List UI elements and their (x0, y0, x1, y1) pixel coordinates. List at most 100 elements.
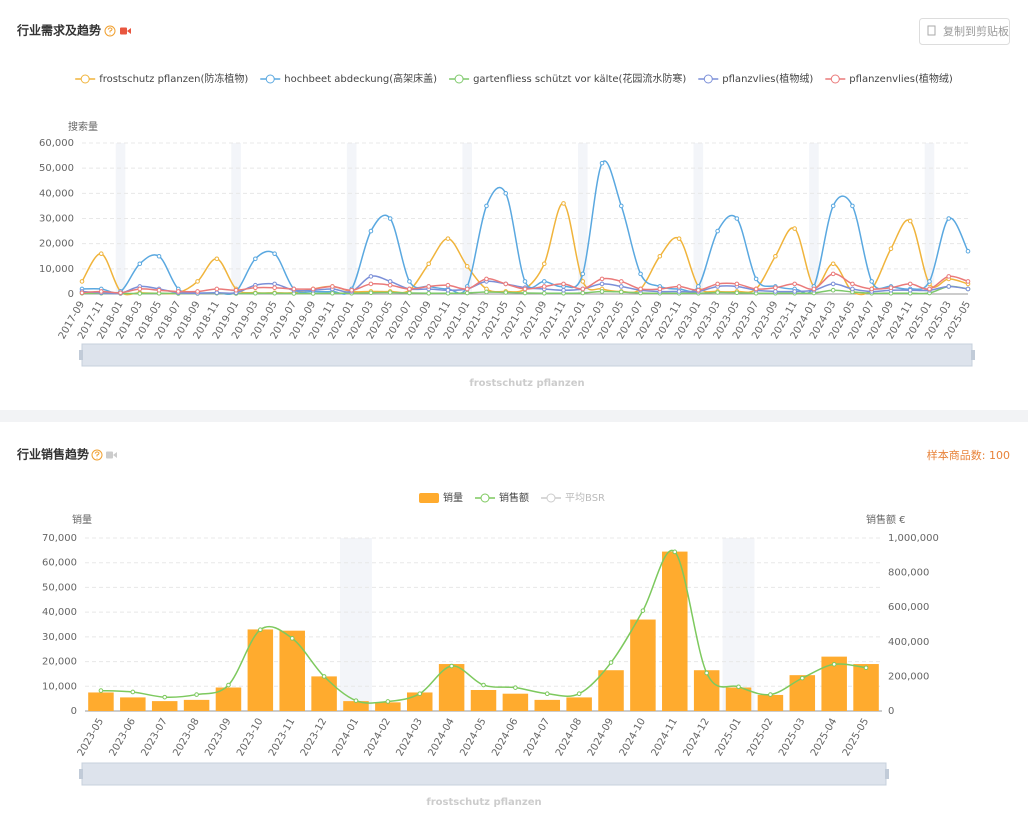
data-point (289, 636, 295, 641)
zoom-label: frostschutz pflanzen (426, 797, 541, 808)
data-point (580, 279, 586, 284)
legend-label: pflanzenvlies(植物绒) (849, 72, 953, 85)
data-point (484, 203, 489, 209)
y-tick-label: 20,000 (42, 657, 77, 668)
data-point (387, 282, 393, 288)
data-point (407, 279, 412, 284)
data-point (965, 286, 971, 292)
sample-count: 样本商品数: 100 (927, 448, 1010, 462)
data-point (599, 289, 605, 294)
data-point (194, 692, 199, 697)
data-point (734, 216, 740, 221)
data-point (445, 236, 451, 241)
data-point (830, 271, 836, 277)
y-tick-label: 60,000 (39, 138, 74, 149)
data-point (561, 281, 566, 287)
zoom-handle[interactable] (79, 350, 83, 360)
bar (566, 697, 592, 711)
legend: frostschutz pflanzen(防冻植物) hochbeet abdec… (75, 72, 953, 85)
video-icon[interactable] (106, 451, 117, 459)
y-tick-label: 30,000 (42, 632, 77, 643)
data-point (522, 290, 528, 296)
data-point (676, 284, 682, 289)
bar (662, 551, 688, 711)
data-point (619, 289, 624, 295)
data-point (445, 282, 451, 288)
data-point (449, 663, 454, 669)
data-point (195, 279, 200, 284)
legend-label: 销售额 (499, 491, 529, 504)
data-point (657, 286, 663, 292)
data-point (162, 694, 167, 700)
data-point (156, 287, 162, 293)
data-point (927, 279, 932, 284)
data-point (176, 289, 181, 294)
zoom-handle[interactable] (79, 769, 83, 779)
y-tick-label: 50,000 (39, 163, 74, 174)
bar (88, 692, 114, 711)
data-point (79, 290, 85, 296)
help-icon[interactable] (91, 449, 103, 461)
zoom-slider (81, 762, 887, 786)
data-point (233, 287, 239, 293)
data-point (907, 218, 913, 224)
bar (502, 693, 529, 711)
data-point (310, 286, 316, 292)
bar (789, 675, 816, 711)
year-band (722, 538, 755, 711)
copy-button[interactable] (919, 18, 1010, 45)
data-point (368, 228, 374, 234)
data-point (753, 276, 759, 282)
bar (151, 701, 178, 711)
data-point (503, 191, 509, 196)
legend-label: hochbeet abdeckung(高架床盖) (284, 72, 437, 85)
data-point (672, 549, 678, 555)
data-point (137, 261, 143, 267)
data-point (580, 271, 586, 277)
data-point (830, 203, 836, 209)
bar (343, 701, 369, 711)
data-point (704, 670, 709, 676)
zoom-label: frostschutz pflanzen (469, 378, 584, 389)
data-point (830, 281, 836, 287)
data-point (638, 286, 643, 292)
legend-swatch (546, 493, 556, 503)
data-point (387, 216, 393, 221)
y-tick-label: 800,000 (888, 568, 929, 579)
bar (470, 689, 497, 711)
data-point (214, 290, 220, 296)
data-point (98, 251, 104, 257)
help-icon[interactable] (104, 25, 116, 37)
data-point (965, 279, 971, 284)
legend-swatch (454, 74, 464, 84)
data-point (272, 290, 277, 296)
y-tick-label: 70,000 (42, 533, 77, 544)
zoom-handle[interactable] (885, 769, 889, 779)
copy-button-label[interactable]: 复制到剪贴板 (943, 24, 1009, 38)
video-icon[interactable] (120, 27, 131, 35)
data-point (850, 286, 855, 292)
zoom-handle[interactable] (971, 350, 975, 360)
zoom-slider (81, 343, 973, 367)
data-point (253, 285, 258, 291)
legend-label: frostschutz pflanzen(防冻植物) (99, 72, 248, 85)
data-point (481, 682, 486, 688)
data-point (863, 665, 869, 671)
legend-label: pflanzvlies(植物绒) (722, 72, 813, 85)
panel (0, 0, 1028, 410)
data-point (353, 698, 359, 703)
bar (279, 630, 305, 711)
y-tick-label: 30,000 (39, 214, 74, 225)
data-point (464, 286, 470, 292)
data-point (792, 226, 797, 231)
data-point (792, 281, 797, 287)
legend-swatch (265, 74, 275, 84)
legend-swatch (830, 74, 840, 84)
y-tick-label: 0 (888, 706, 894, 717)
bar (375, 702, 401, 711)
data-point (773, 285, 778, 291)
data-point (715, 228, 720, 234)
data-point (368, 290, 374, 296)
data-point (946, 274, 952, 279)
